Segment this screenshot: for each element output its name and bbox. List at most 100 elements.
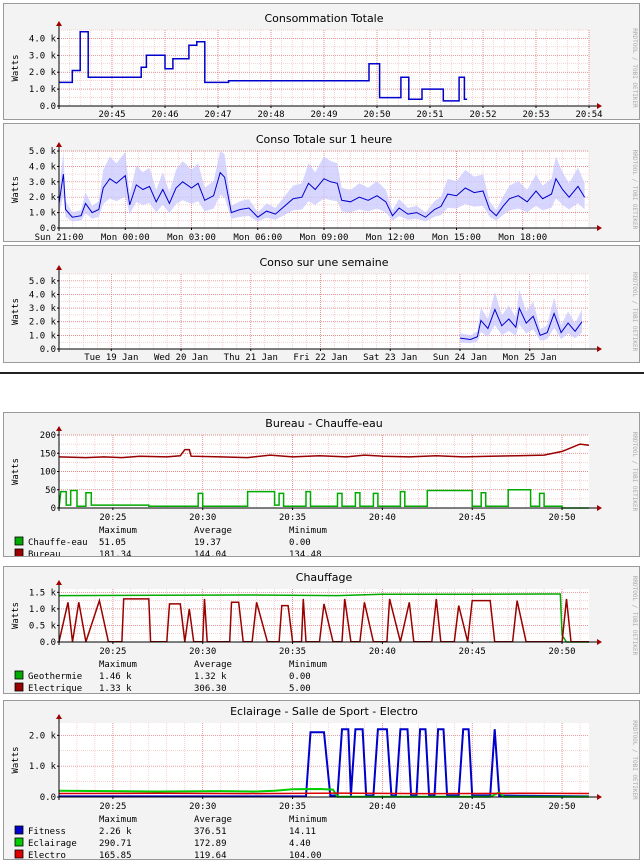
x-axis-arrow [597,794,602,800]
y-tick-label: 2.0 k [29,68,57,78]
chart-title: Eclairage - Salle de Sport - Electro [230,705,418,718]
legend-series-name: Geothermie [28,672,82,682]
legend-header-avg: Average [194,660,232,670]
legend-series-name: Fitness [28,827,66,837]
x-tick-label: 20:25 [99,802,126,812]
y-axis-label: Watts [11,298,21,325]
legend-max-value: 1.46 k [99,672,132,682]
legend-series-name: Chauffe-eau [28,538,88,548]
x-axis-arrow [597,103,602,109]
legend-min-value: 134.48 [289,550,322,557]
rrdtool-watermark: RRDTOOL / TOBI OETIKER [631,28,638,108]
x-tick-label: Wed 20 Jan [154,353,208,363]
rrdtool-watermark: RRDTOOL / TOBI OETIKER [631,576,638,656]
x-tick-label: 20:50 [363,110,390,120]
x-tick-label: 20:25 [99,513,126,523]
x-tick-label: 20:45 [459,647,486,657]
x-tick-label: 20:40 [369,513,396,523]
chart-conso-semaine: Tue 19 Jan Wed 20 Jan Thu 21 Jan Fri 22 Jan… [11,256,638,363]
legend-swatch [14,682,24,692]
legend-header-max: Maximum [99,815,137,825]
legend-avg-value: 144.04 [194,550,227,557]
y-axis-arrow [56,265,62,270]
series-line-0 [59,30,468,102]
y-tick-label: 0.0 [40,224,56,234]
section-separator [0,372,644,374]
x-tick-label: 20:35 [279,647,306,657]
legend-avg-value: 376.51 [194,827,227,837]
y-axis-arrow [56,426,62,431]
legend-swatch [14,849,24,859]
chart-conso-1-heure: Sun 21:00 Mon 00:00 Mon 03:00 Mon 06:00 Mon … [11,133,638,242]
plot-area [59,274,589,349]
y-axis-label: Watts [11,746,21,773]
y-tick-label: 1.0 k [29,331,57,341]
x-tick-label: 20:54 [575,110,602,120]
x-axis-arrow [597,225,602,231]
rrdtool-watermark: RRDTOOL / TOBI OETIKER [631,720,638,800]
chart-panel-bureau-chauffe-eau: 20:25 20:30 20:35 20:40 20:45 20:50 0 50 100 150 2… [3,412,640,557]
x-tick-label: 20:40 [369,647,396,657]
y-tick-label: 200 [40,431,56,441]
series-line-fitness [59,728,590,798]
y-tick-label: 1.0 k [29,85,57,95]
legend-min-value: 0.00 [289,672,311,682]
x-tick-label: Sun 24 Jan [433,353,487,363]
chart-chauffage: 20:25 20:30 20:35 20:40 20:45 20:50 0.0 0.5 k 1.… [11,571,638,694]
legend-avg-value: 172.89 [194,839,227,849]
x-tick-label: 20:25 [99,647,126,657]
y-tick-label: 100 [40,468,56,478]
y-tick-label: 1.0 k [29,209,57,219]
chart-panel-consommation-totale: 20:45 20:46 20:47 20:48 20:49 20:50 20:51 20:52… [3,3,640,120]
legend-series-name: Eclairage [28,839,77,849]
series-line-eclairage [58,787,590,798]
legend-header-avg: Average [194,526,232,536]
x-tick-label: 20:50 [549,802,576,812]
y-tick-label: 1.5 k [29,588,57,598]
series-band [460,289,582,344]
x-tick-label: Mon 15:00 [432,233,481,242]
y-tick-label: 5.0 k [29,147,57,157]
y-axis-arrow [56,142,62,147]
legend-min-value: 4.40 [289,839,311,849]
series-line-0 [58,171,586,218]
x-tick-label: 20:47 [204,110,231,120]
x-tick-label: 20:49 [310,110,337,120]
x-tick-label: 20:46 [151,110,178,120]
chart-bureau-chauffe-eau: 20:25 20:30 20:35 20:40 20:45 20:50 0 50 100 150 2… [11,417,638,557]
y-axis-label: Watts [11,602,21,629]
y-axis-label: Watts [11,176,21,203]
y-tick-label: 1.0 k [29,605,57,615]
y-tick-label: 50 [45,486,56,496]
legend-avg-value: 1.32 k [194,672,227,682]
y-tick-label: 3.0 k [29,304,57,314]
legend-max-value: 290.71 [99,839,132,849]
x-tick-label: 20:30 [189,513,216,523]
chart-consommation-totale: 20:45 20:46 20:47 20:48 20:49 20:50 20:51 20:52… [11,12,638,120]
legend-header-min: Minimum [289,526,327,536]
y-axis-label: Watts [11,54,21,81]
x-tick-label: Mon 06:00 [233,233,282,242]
legend-max-value: 51.05 [99,538,126,548]
series-line-bureau [58,443,590,459]
y-tick-label: 2.0 k [29,193,57,203]
y-tick-label: 0.0 [40,102,56,112]
y-tick-label: 3.0 k [29,178,57,188]
series-line-0 [459,306,583,341]
legend-series-name: Electrique [28,684,82,694]
chart-panel-eclairage: 20:25 20:30 20:35 20:40 20:45 20:50 0.0 1.0 k 2.… [3,700,640,860]
legend-swatch [14,670,24,680]
legend-max-value: 1.33 k [99,684,132,694]
x-axis-arrow [597,346,602,352]
x-tick-label: Sat 23 Jan [363,353,417,363]
chart-title: Consommation Totale [264,12,383,25]
x-axis-arrow [597,639,602,645]
chart-title: Bureau - Chauffe-eau [265,417,382,430]
legend-max-value: 2.26 k [99,827,132,837]
y-tick-label: 3.0 k [29,51,57,61]
x-tick-label: 20:35 [279,802,306,812]
legend-header-max: Maximum [99,660,137,670]
y-tick-label: 2.0 k [29,731,57,741]
chart-panel-conso-semaine: Tue 19 Jan Wed 20 Jan Thu 21 Jan Fri 22 Jan… [3,245,640,363]
chart-title: Conso sur une semaine [259,256,388,269]
